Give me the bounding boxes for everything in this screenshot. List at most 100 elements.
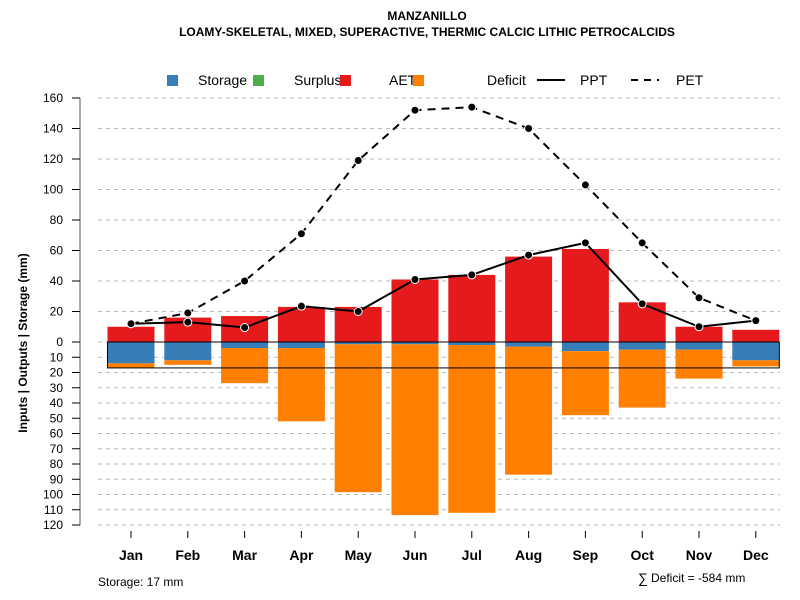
bar-deficit-may xyxy=(334,344,382,493)
y-tick-label: 60 xyxy=(50,427,64,441)
y-tick-label: 140 xyxy=(43,122,63,136)
legend-label-aet: AET xyxy=(389,72,417,88)
deficit-sum-note: Deficit = -584 mm xyxy=(651,571,745,585)
x-tick-label-feb: Feb xyxy=(175,547,200,563)
chart-subtitle: LOAMY-SKELETAL, MIXED, SUPERACTIVE, THER… xyxy=(179,25,675,39)
bar-deficit-jan xyxy=(107,363,155,368)
storage-capacity-outline xyxy=(107,341,780,369)
x-tick-label-sep: Sep xyxy=(573,547,599,563)
bar-storage-mar xyxy=(221,342,269,349)
y-tick-label: 70 xyxy=(50,442,64,456)
bar-aet-sep xyxy=(561,248,609,342)
point-pet-nov xyxy=(694,293,704,303)
bar-storage-oct xyxy=(618,342,666,350)
point-ppt-sep xyxy=(580,238,590,248)
y-tick-label: 50 xyxy=(50,411,64,425)
bar-aet-jan xyxy=(107,326,155,342)
legend-label-ppt: PPT xyxy=(580,72,608,88)
bars xyxy=(107,248,780,516)
bar-storage-feb xyxy=(164,342,212,361)
point-ppt-nov xyxy=(694,322,704,332)
point-ppt-jan xyxy=(126,319,136,329)
y-tick-label: 20 xyxy=(50,366,64,380)
legend-swatch-deficit xyxy=(413,75,424,86)
lines xyxy=(126,102,761,333)
legend-swatch-storage xyxy=(167,75,178,86)
legend-label-storage: Storage xyxy=(198,72,247,88)
point-pet-sep xyxy=(580,180,590,190)
y-tick-label: 110 xyxy=(44,503,63,517)
point-ppt-apr xyxy=(296,301,306,311)
y-axis: 0204060801001201401601020304050607080901… xyxy=(43,91,81,532)
line-pet xyxy=(130,106,757,325)
bar-aet-jul xyxy=(448,274,496,342)
y-tick-label: 0 xyxy=(56,335,63,349)
gridlines xyxy=(98,97,780,526)
bar-storage-sep xyxy=(561,342,609,352)
y-tick-label: 30 xyxy=(50,381,64,395)
y-tick-label: 10 xyxy=(50,350,64,364)
legend: Storage Surplus AET Deficit PPT PET xyxy=(167,72,704,88)
point-pet-aug xyxy=(524,124,534,133)
bar-storage-dec xyxy=(732,342,780,361)
bar-deficit-dec xyxy=(732,360,780,367)
point-pet-jul xyxy=(467,102,477,112)
y-axis-label: Inputs | Outputs | Storage (mm) xyxy=(16,253,30,432)
point-ppt-may xyxy=(353,307,363,316)
bar-aet-dec xyxy=(732,329,780,342)
point-pet-apr xyxy=(296,229,306,239)
point-ppt-jul xyxy=(467,270,477,280)
bar-deficit-nov xyxy=(675,349,723,379)
storage-capacity-box xyxy=(107,341,780,369)
point-pet-mar xyxy=(240,276,250,286)
bar-aet-nov xyxy=(675,326,723,342)
y-tick-label: 40 xyxy=(50,274,64,288)
legend-swatch-aet xyxy=(340,75,351,86)
x-tick-label-jul: Jul xyxy=(462,547,482,563)
y-tick-label: 60 xyxy=(50,244,64,258)
bar-deficit-jun xyxy=(391,344,439,516)
legend-label-pet: PET xyxy=(676,72,704,88)
point-ppt-aug xyxy=(524,250,534,260)
x-tick-label-mar: Mar xyxy=(232,547,257,563)
bar-deficit-mar xyxy=(221,348,269,384)
legend-label-surplus: Surplus xyxy=(294,72,341,88)
y-tick-label: 100 xyxy=(43,488,63,502)
y-tick-label: 100 xyxy=(43,183,63,197)
bar-storage-jun xyxy=(391,342,439,345)
bar-aet-aug xyxy=(505,256,553,342)
bar-storage-apr xyxy=(277,342,325,349)
bar-storage-nov xyxy=(675,342,723,350)
x-tick-label-aug: Aug xyxy=(515,547,542,563)
chart-title: MANZANILLO xyxy=(387,9,466,23)
y-tick-label: 80 xyxy=(50,457,64,471)
bar-deficit-sep xyxy=(561,351,609,416)
x-tick-label-jun: Jun xyxy=(403,547,428,563)
point-pet-may xyxy=(353,156,363,166)
bar-storage-jul xyxy=(448,342,496,346)
x-tick-label-dec: Dec xyxy=(743,547,769,563)
x-tick-label-nov: Nov xyxy=(686,547,713,563)
point-ppt-dec xyxy=(751,316,761,326)
x-axis: Jan Feb Mar Apr May Jun Jul Aug Sep Oct Nov Dec xyxy=(119,531,769,563)
point-ppt-jun xyxy=(410,274,420,284)
bar-aet-jun xyxy=(391,279,439,342)
line-ppt xyxy=(130,241,756,329)
legend-swatch-surplus xyxy=(253,75,264,86)
bar-storage-may xyxy=(334,342,382,345)
sum-symbol: ∑ xyxy=(638,570,648,586)
bar-storage-aug xyxy=(505,342,553,347)
point-pet-feb xyxy=(183,308,193,318)
y-tick-label: 80 xyxy=(50,213,64,227)
point-pet-jun xyxy=(410,105,420,115)
x-tick-label-oct: Oct xyxy=(631,547,655,563)
y-tick-label: 20 xyxy=(50,305,64,319)
y-tick-label: 120 xyxy=(43,518,63,532)
y-tick-label: 90 xyxy=(50,472,64,486)
point-ppt-oct xyxy=(637,299,647,309)
bar-storage-jan xyxy=(107,342,155,364)
x-tick-label-apr: Apr xyxy=(289,547,314,563)
bar-deficit-feb xyxy=(164,360,212,365)
bar-deficit-oct xyxy=(618,349,666,408)
